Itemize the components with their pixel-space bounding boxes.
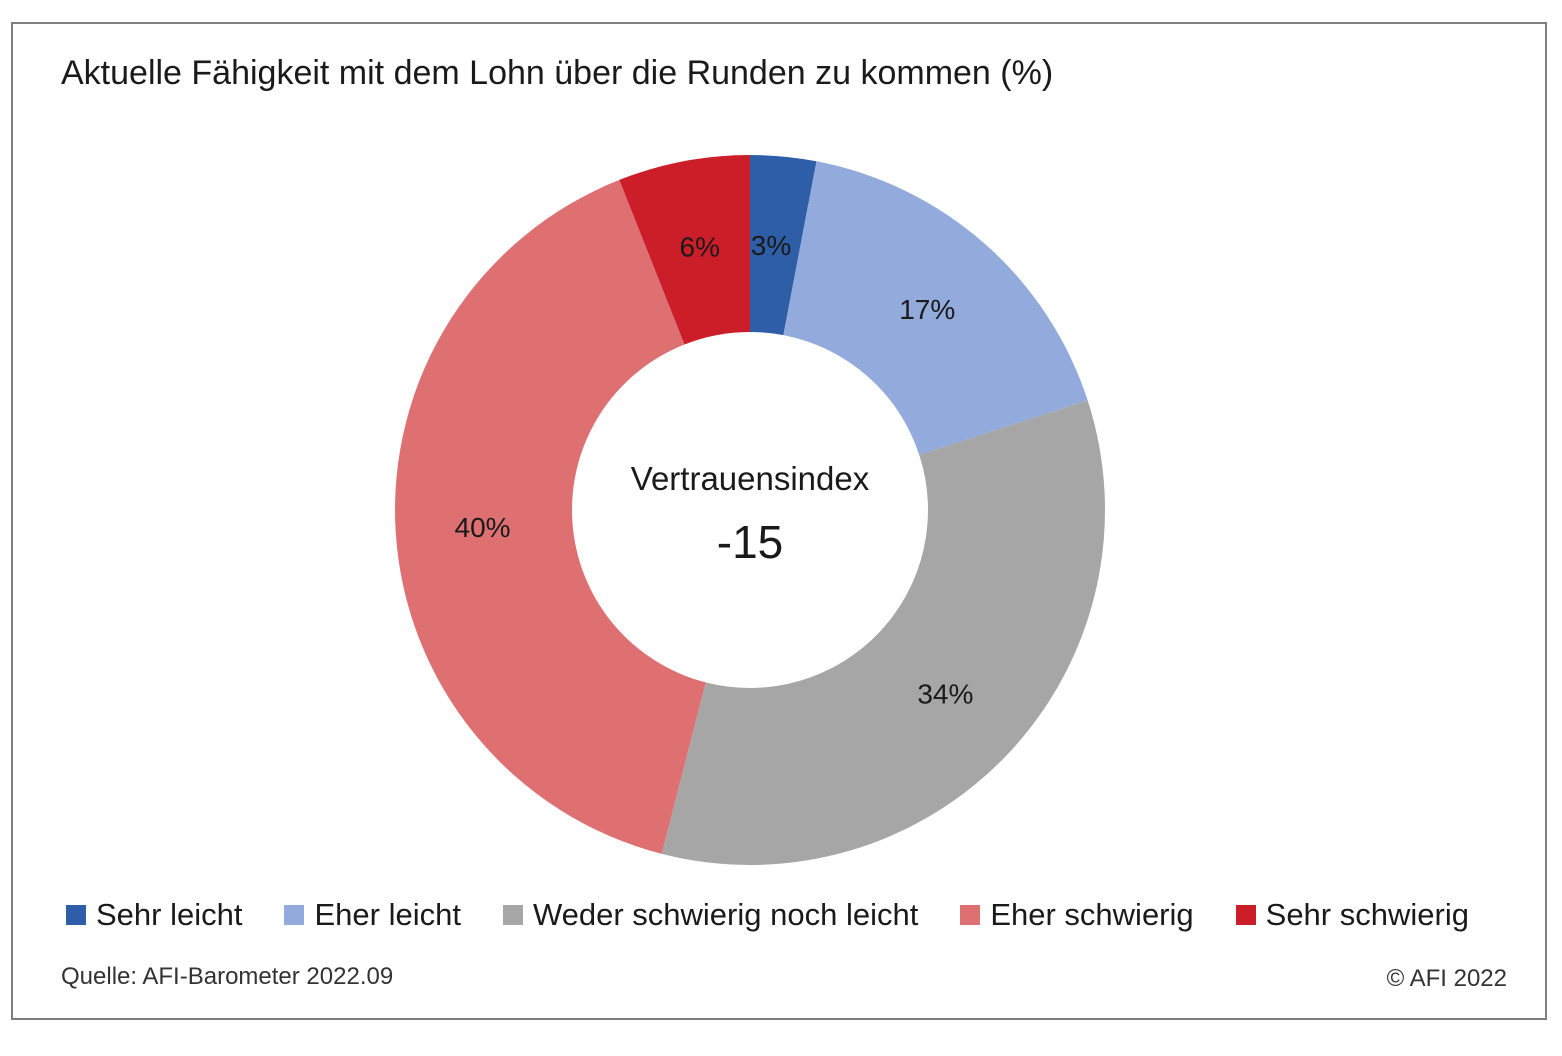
legend-label: Eher schwierig: [990, 897, 1194, 932]
slice-label-eher-leicht: 17%: [899, 294, 955, 325]
legend-swatch: [960, 905, 981, 925]
legend-label: Sehr leicht: [96, 897, 243, 932]
slice-weder-schwierig-noch-leicht: [661, 400, 1105, 865]
slice-eher-leicht: [783, 161, 1088, 455]
slice-sehr-schwierig: [619, 155, 750, 345]
legend-item: Eher schwierig: [960, 897, 1194, 933]
legend-item: Eher leicht: [284, 897, 461, 933]
slice-label-weder-schwierig-noch-leicht: 34%: [917, 678, 973, 709]
chart-title: Aktuelle Fähigkeit mit dem Lohn über die…: [61, 54, 1054, 92]
slice-label-sehr-leicht: 3%: [751, 230, 791, 261]
legend: Sehr leicht Eher leicht Weder schwierig no…: [66, 895, 1469, 935]
slice-label-sehr-schwierig: 6%: [680, 232, 720, 263]
legend-swatch: [1235, 905, 1256, 925]
center-value: -15: [717, 516, 783, 568]
legend-label: Eher leicht: [314, 897, 461, 932]
legend-swatch: [502, 905, 523, 925]
center-label: Vertrauensindex: [631, 460, 870, 497]
slice-sehr-leicht: [750, 155, 817, 336]
legend-label: Sehr schwierig: [1265, 897, 1469, 932]
source-note: Quelle: AFI-Barometer 2022.09: [61, 963, 394, 990]
slice-eher-schwierig: [395, 179, 706, 854]
slice-labels: 3% 17% 34% 40% 6%: [455, 230, 974, 709]
slice-label-eher-schwierig: 40%: [455, 512, 511, 543]
copyright-note: © AFI 2022: [1386, 965, 1507, 992]
legend-item: Weder schwierig noch leicht: [502, 897, 919, 933]
legend-label: Weder schwierig noch leicht: [532, 897, 919, 932]
legend-item: Sehr schwierig: [1235, 897, 1469, 933]
donut-slices: [395, 155, 1105, 865]
legend-item: Sehr leicht: [66, 897, 242, 933]
legend-swatch: [284, 905, 305, 925]
legend-swatch: [66, 905, 86, 925]
